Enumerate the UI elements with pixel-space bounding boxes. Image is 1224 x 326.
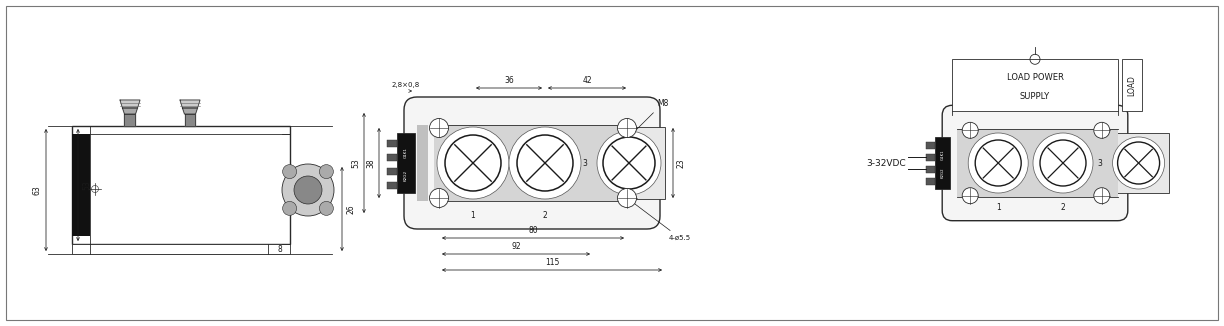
Circle shape <box>446 135 501 191</box>
Bar <box>1109 133 1169 193</box>
Text: 2,8×0,8: 2,8×0,8 <box>392 82 420 88</box>
Polygon shape <box>125 114 136 126</box>
Text: 26: 26 <box>346 204 355 214</box>
Text: K2G2: K2G2 <box>404 170 408 181</box>
Text: 3: 3 <box>583 158 588 168</box>
Circle shape <box>294 176 322 204</box>
Circle shape <box>319 201 333 215</box>
Circle shape <box>603 137 655 189</box>
Text: LOAD: LOAD <box>1127 75 1136 96</box>
Text: 1: 1 <box>470 211 475 220</box>
Circle shape <box>517 135 573 191</box>
Text: G1K1: G1K1 <box>404 148 408 158</box>
Text: 3-32VDC: 3-32VDC <box>867 158 906 168</box>
Circle shape <box>1094 122 1110 138</box>
Bar <box>72 126 290 244</box>
Text: M8: M8 <box>632 99 668 135</box>
Polygon shape <box>120 100 140 108</box>
Circle shape <box>617 118 636 138</box>
Text: 36: 36 <box>504 76 514 85</box>
Circle shape <box>1113 137 1164 189</box>
Circle shape <box>437 127 509 199</box>
Text: 23: 23 <box>677 158 685 168</box>
Circle shape <box>430 118 448 138</box>
Circle shape <box>1040 140 1086 186</box>
Bar <box>387 154 397 160</box>
Circle shape <box>1094 188 1110 204</box>
Text: 4-ø5.5: 4-ø5.5 <box>630 200 692 241</box>
Polygon shape <box>182 108 197 114</box>
Text: 63: 63 <box>33 185 42 195</box>
Text: 80: 80 <box>529 226 537 235</box>
Text: 42: 42 <box>583 76 592 85</box>
Bar <box>72 244 290 254</box>
Bar <box>72 134 91 236</box>
Bar <box>387 168 397 174</box>
Polygon shape <box>180 100 200 108</box>
Text: 1: 1 <box>996 203 1000 212</box>
Bar <box>387 182 397 188</box>
Text: G1K1: G1K1 <box>940 150 945 160</box>
Bar <box>397 133 415 193</box>
Text: 2: 2 <box>1061 203 1065 212</box>
Bar <box>925 142 935 149</box>
Circle shape <box>617 188 636 208</box>
Circle shape <box>319 165 333 179</box>
Text: 8: 8 <box>278 244 282 254</box>
Text: K2G2: K2G2 <box>940 168 945 178</box>
Bar <box>952 59 1118 111</box>
Polygon shape <box>122 108 137 114</box>
Bar <box>592 127 665 199</box>
Text: 115: 115 <box>545 258 559 267</box>
Text: 38: 38 <box>366 158 375 168</box>
Bar <box>387 140 397 146</box>
FancyBboxPatch shape <box>404 97 660 229</box>
Circle shape <box>282 164 334 216</box>
Text: 53: 53 <box>351 158 360 168</box>
Circle shape <box>509 127 581 199</box>
Circle shape <box>976 140 1021 186</box>
Bar <box>417 125 428 201</box>
Bar <box>1122 59 1142 111</box>
Circle shape <box>283 201 296 215</box>
Text: 53: 53 <box>82 180 91 190</box>
Bar <box>935 137 950 189</box>
Circle shape <box>283 165 296 179</box>
Circle shape <box>430 188 448 208</box>
Circle shape <box>1118 142 1159 184</box>
Circle shape <box>968 133 1028 193</box>
Circle shape <box>962 188 978 204</box>
FancyBboxPatch shape <box>942 105 1127 221</box>
Polygon shape <box>185 114 196 126</box>
Circle shape <box>597 131 661 195</box>
Text: 92: 92 <box>512 242 521 251</box>
Circle shape <box>962 122 978 138</box>
Text: 2: 2 <box>542 211 547 220</box>
Text: 3: 3 <box>1098 158 1103 168</box>
Bar <box>925 154 935 161</box>
Text: SUPPLY: SUPPLY <box>1020 92 1050 101</box>
Bar <box>925 166 935 173</box>
Bar <box>435 125 630 201</box>
Circle shape <box>1033 133 1093 193</box>
Bar <box>957 129 1118 197</box>
Text: LOAD POWER: LOAD POWER <box>1006 73 1064 82</box>
Bar <box>925 178 935 185</box>
